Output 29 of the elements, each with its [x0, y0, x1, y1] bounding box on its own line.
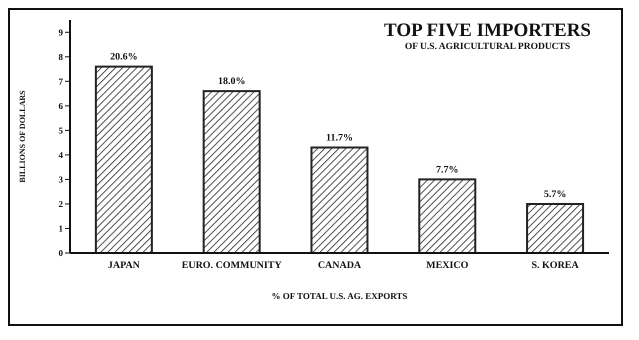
- y-tick-label: 3: [58, 174, 64, 185]
- y-tick-label: 8: [58, 52, 64, 62]
- annotation: 7.7%: [436, 164, 459, 176]
- bar: [94, 66, 153, 253]
- y-tick-label: 2: [58, 199, 64, 210]
- y-tick-label: 9: [58, 27, 64, 38]
- y-tick-label: 4: [58, 150, 64, 160]
- x-tick-label: S. KOREA: [531, 260, 580, 272]
- x-axis-title: % OF TOTAL U.S. AG. EXPORTS: [272, 291, 408, 301]
- x-tick-label: EURO. COMMUNITY: [182, 260, 282, 272]
- annotation: 18.0%: [218, 76, 246, 88]
- x-tick-label: CANADA: [318, 260, 362, 272]
- x-tick-label: MEXICO: [426, 260, 469, 272]
- chart-title: TOP FIVE IMPORTERS: [384, 20, 591, 42]
- y-tick-label: 6: [58, 101, 64, 112]
- x-tick-label: JAPAN: [108, 260, 141, 272]
- y-tick-label: 0: [58, 248, 64, 258]
- bar: [526, 202, 584, 253]
- y-axis-title: BILLIONS OF DOLLARS: [18, 90, 27, 183]
- y-tick-label: 5: [58, 126, 64, 136]
- y-tick-label: 1: [58, 224, 64, 234]
- text: OF U.S. AGRICULTURAL PRODUCTS: [404, 42, 572, 52]
- bar: [202, 90, 261, 253]
- y-tick-label: 7: [58, 76, 64, 87]
- annotation: 20.6%: [110, 52, 138, 63]
- bar: [418, 178, 476, 253]
- annotation: 5.7%: [544, 188, 566, 200]
- bar: [310, 146, 368, 253]
- annotation: 11.7%: [326, 132, 353, 144]
